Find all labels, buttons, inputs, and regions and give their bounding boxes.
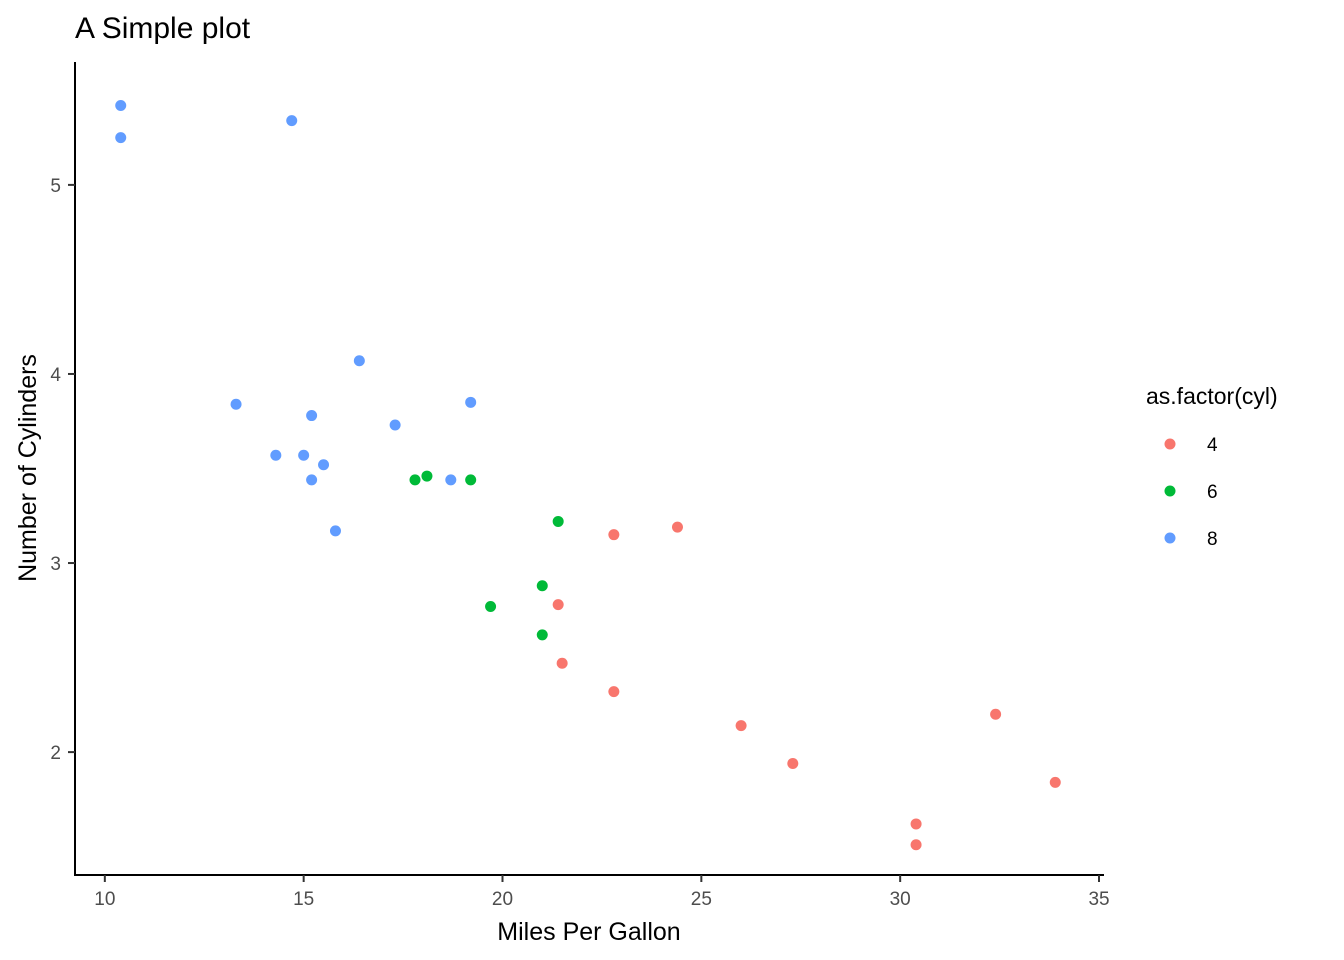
data-point-cyl-8: [465, 396, 477, 408]
data-point-cyl-4: [556, 657, 568, 669]
legend: as.factor(cyl) 4 6 8: [1146, 383, 1278, 550]
data-point-cyl-8: [270, 449, 282, 461]
data-point-cyl-8: [115, 99, 127, 111]
data-point-cyl-6: [536, 629, 548, 641]
data-point-cyl-6: [536, 580, 548, 592]
legend-title: as.factor(cyl): [1146, 383, 1278, 409]
data-point-cyl-8: [115, 132, 127, 144]
y-tick-label: 2: [50, 743, 61, 764]
data-point-cyl-8: [389, 419, 401, 431]
x-axis-ticks: 10 15 20 25 30 35: [94, 875, 1110, 910]
data-point-cyl-4: [990, 708, 1002, 720]
legend-items: 4 6 8: [1164, 435, 1218, 550]
data-point-cyl-8: [445, 474, 457, 486]
legend-key-8: [1164, 532, 1176, 544]
legend-key-4: [1164, 438, 1176, 450]
data-point-cyl-8: [353, 355, 365, 367]
data-point-cyl-6: [421, 470, 433, 482]
data-point-cyl-6: [465, 474, 477, 486]
data-point-cyl-8: [286, 115, 298, 127]
data-point-cyl-4: [608, 529, 620, 541]
data-point-cyl-4: [671, 521, 683, 533]
x-axis-title: Miles Per Gallon: [497, 918, 680, 946]
data-point-cyl-6: [485, 601, 497, 613]
data-point-cyl-4: [910, 839, 922, 851]
data-point-cyl-6: [552, 515, 564, 527]
legend-key-6: [1164, 485, 1176, 497]
y-tick-label: 4: [50, 365, 61, 386]
x-tick-label: 15: [293, 889, 314, 910]
legend-label-8: 8: [1207, 529, 1218, 550]
data-point-cyl-8: [329, 525, 341, 537]
x-tick-label: 10: [94, 889, 115, 910]
data-point-cyl-8: [230, 398, 242, 410]
x-tick-label: 35: [1088, 889, 1109, 910]
data-points: [115, 99, 1061, 851]
y-tick-label: 5: [50, 176, 61, 197]
data-point-cyl-4: [608, 686, 620, 698]
legend-label-6: 6: [1207, 482, 1218, 503]
data-point-cyl-8: [298, 449, 310, 461]
y-axis-title: Number of Cylinders: [14, 354, 42, 582]
data-point-cyl-4: [910, 818, 922, 830]
x-tick-label: 20: [492, 889, 513, 910]
y-tick-label: 3: [50, 554, 61, 575]
x-tick-label: 30: [890, 889, 911, 910]
data-point-cyl-8: [306, 474, 318, 486]
data-point-cyl-4: [552, 599, 564, 611]
data-point-cyl-8: [318, 459, 330, 471]
x-tick-label: 25: [691, 889, 712, 910]
data-point-cyl-8: [306, 410, 318, 422]
legend-label-4: 4: [1207, 435, 1218, 456]
chart-title: A Simple plot: [75, 12, 251, 45]
data-point-cyl-4: [735, 720, 747, 732]
data-point-cyl-6: [409, 474, 421, 486]
data-point-cyl-4: [1049, 776, 1061, 788]
data-point-cyl-4: [787, 757, 799, 769]
y-axis-ticks: 2 3 4 5: [50, 176, 75, 764]
